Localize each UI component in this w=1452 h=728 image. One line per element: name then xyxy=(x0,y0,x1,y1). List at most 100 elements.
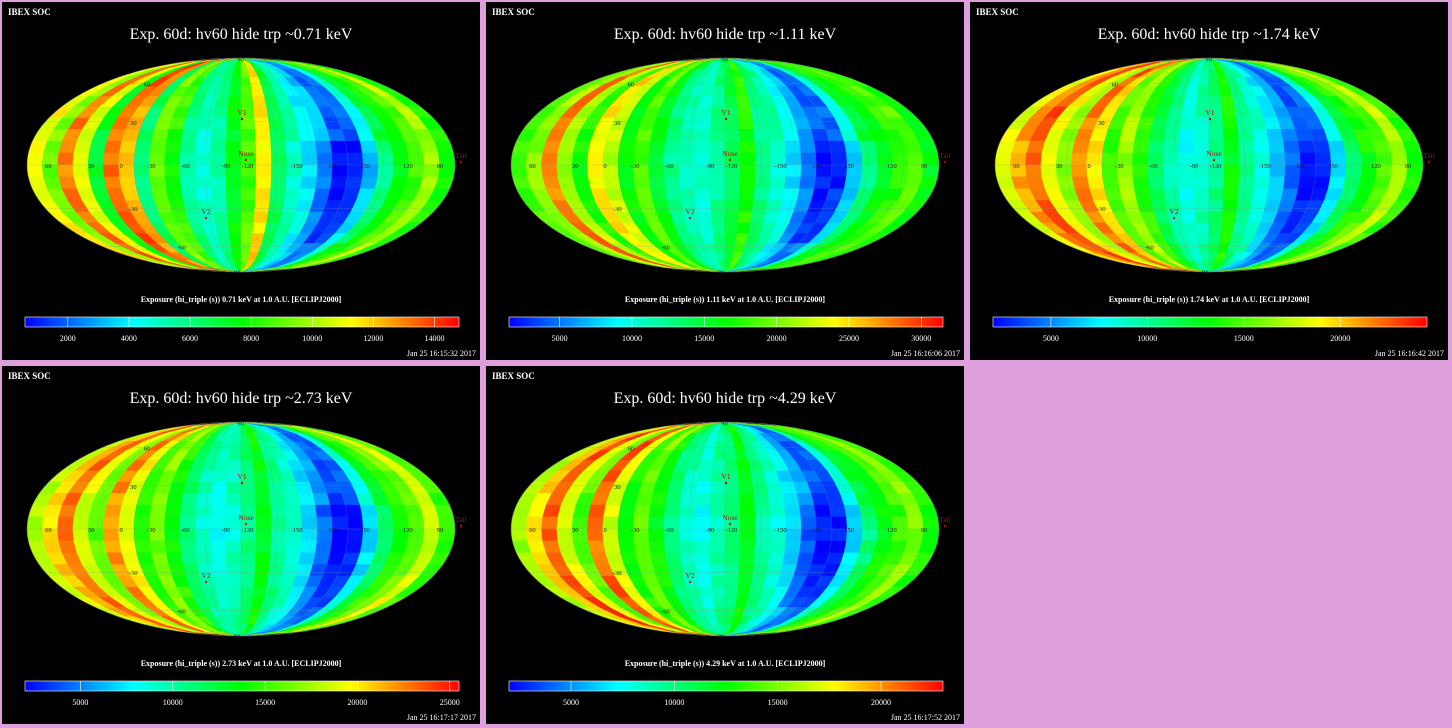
heatmap-cell xyxy=(268,564,285,577)
timestamp: Jan 25 16:16:06 2017 xyxy=(891,349,960,358)
heatmap-cell xyxy=(665,493,683,506)
heatmap-cell xyxy=(1251,129,1269,142)
soc-header: IBEX SOC xyxy=(492,7,535,17)
longitude-tick-label: -30 xyxy=(1115,163,1124,170)
heatmap-cell xyxy=(240,222,255,234)
longitude-tick-label: 150 xyxy=(1328,163,1338,170)
heatmap-cell xyxy=(103,516,120,530)
colorbar-tick-label: 5000 xyxy=(1043,334,1059,343)
graticule xyxy=(27,57,455,273)
heatmap-cell xyxy=(711,222,726,234)
heatmap-cell xyxy=(166,188,184,201)
longitude-line xyxy=(240,421,349,637)
marker-dot xyxy=(728,158,732,162)
longitude-line xyxy=(617,421,726,637)
heatmap-cell xyxy=(739,540,756,554)
heatmap-cell xyxy=(57,164,75,178)
colorbar-tick-label: 5000 xyxy=(552,334,568,343)
heatmap-cell xyxy=(663,504,681,518)
longitude-line xyxy=(240,421,384,637)
heatmap-cell xyxy=(164,540,182,554)
latitude-tick-label: 60 xyxy=(144,445,151,452)
heatmap-cell xyxy=(359,140,379,154)
heatmap-cell xyxy=(103,528,120,542)
heatmap-cell xyxy=(843,140,863,154)
heatmap-cell xyxy=(228,597,242,608)
heatmap-cell xyxy=(709,493,726,506)
heatmap-cell xyxy=(119,140,138,154)
heatmap-cell xyxy=(225,493,242,506)
heatmap-cell xyxy=(587,516,604,530)
heatmap-cell xyxy=(1182,96,1198,108)
heatmap-cell xyxy=(1147,176,1165,190)
heatmap-cells xyxy=(27,58,455,272)
heatmap-cell xyxy=(1071,176,1091,190)
heatmap-cell xyxy=(1162,152,1179,166)
heatmap-cell xyxy=(72,164,90,178)
latitude-tick-label: 90 xyxy=(237,57,244,64)
heatmap-cell xyxy=(633,504,651,518)
heatmap-cell xyxy=(298,493,316,506)
heatmap-cell xyxy=(227,586,242,598)
heatmap-cell xyxy=(179,540,197,554)
heatmap-cell xyxy=(724,188,741,201)
heatmap-cell xyxy=(1208,117,1224,130)
longitude-tick-label: 60 xyxy=(529,527,536,534)
marker-v1: V1 xyxy=(237,472,246,481)
longitude-line xyxy=(1137,57,1210,273)
heatmap-cell xyxy=(709,540,726,554)
longitude-tick-label: -150 xyxy=(291,163,303,170)
heatmap-cell xyxy=(724,200,740,213)
longitude-line xyxy=(724,421,904,637)
heatmap-cell xyxy=(1193,188,1210,201)
heatmap-cell xyxy=(1178,188,1195,201)
heatmap-cell xyxy=(255,540,272,554)
heatmap-cell xyxy=(767,129,785,142)
heatmap-cell xyxy=(754,540,771,554)
longitude-tick-label: -150 xyxy=(775,527,787,534)
heatmap-cell xyxy=(1236,200,1253,213)
latitude-tick-label: -60 xyxy=(177,609,186,616)
heatmap-cell xyxy=(635,552,654,565)
heatmap-cell xyxy=(681,481,698,494)
marker-nose: Nose xyxy=(722,149,738,158)
heatmap-cell xyxy=(230,77,242,87)
marker-tail: Tail xyxy=(455,515,467,524)
heatmap-cell xyxy=(1236,117,1253,130)
heatmap-cell xyxy=(714,77,726,87)
marker-dot xyxy=(240,481,244,485)
longitude-line xyxy=(240,57,313,273)
longitude-line xyxy=(98,57,242,273)
longitude-tick-label: 30 xyxy=(572,527,579,534)
longitude-line xyxy=(133,57,242,273)
heatmap-cell xyxy=(1025,152,1043,166)
heatmap-cell xyxy=(164,504,182,518)
heatmap-cell xyxy=(754,176,771,190)
heatmap-cell xyxy=(57,528,75,542)
longitude-tick-label: 0 xyxy=(604,163,607,170)
heatmap-cell xyxy=(710,481,726,494)
longitude-tick-label: -150 xyxy=(1259,163,1271,170)
longitude-tick-label: 120 xyxy=(887,527,897,534)
heatmap-cell xyxy=(635,493,654,506)
heatmap-cell xyxy=(828,504,847,518)
heatmap-cell xyxy=(1222,117,1239,130)
heatmap-cell xyxy=(572,540,592,554)
heatmap-cell xyxy=(1165,117,1182,130)
heatmap-cell xyxy=(166,552,184,565)
heatmap-cell xyxy=(714,607,726,617)
heatmap-cell xyxy=(210,140,227,154)
heatmap-cell xyxy=(782,188,800,201)
heatmap-cell xyxy=(377,516,395,530)
colorbar-tick-label: 20000 xyxy=(347,698,367,707)
latitude-tick-label: 30 xyxy=(130,484,137,491)
heatmap-cell xyxy=(739,188,756,201)
marker-dot xyxy=(459,524,463,528)
heatmap-cell xyxy=(377,152,395,166)
heatmap-cell xyxy=(1193,129,1210,142)
heatmap-cell xyxy=(618,540,636,554)
heatmap-cell xyxy=(195,129,213,142)
marker-dot xyxy=(1172,216,1176,220)
heatmap-cell xyxy=(709,176,726,190)
colorbar xyxy=(24,680,460,692)
